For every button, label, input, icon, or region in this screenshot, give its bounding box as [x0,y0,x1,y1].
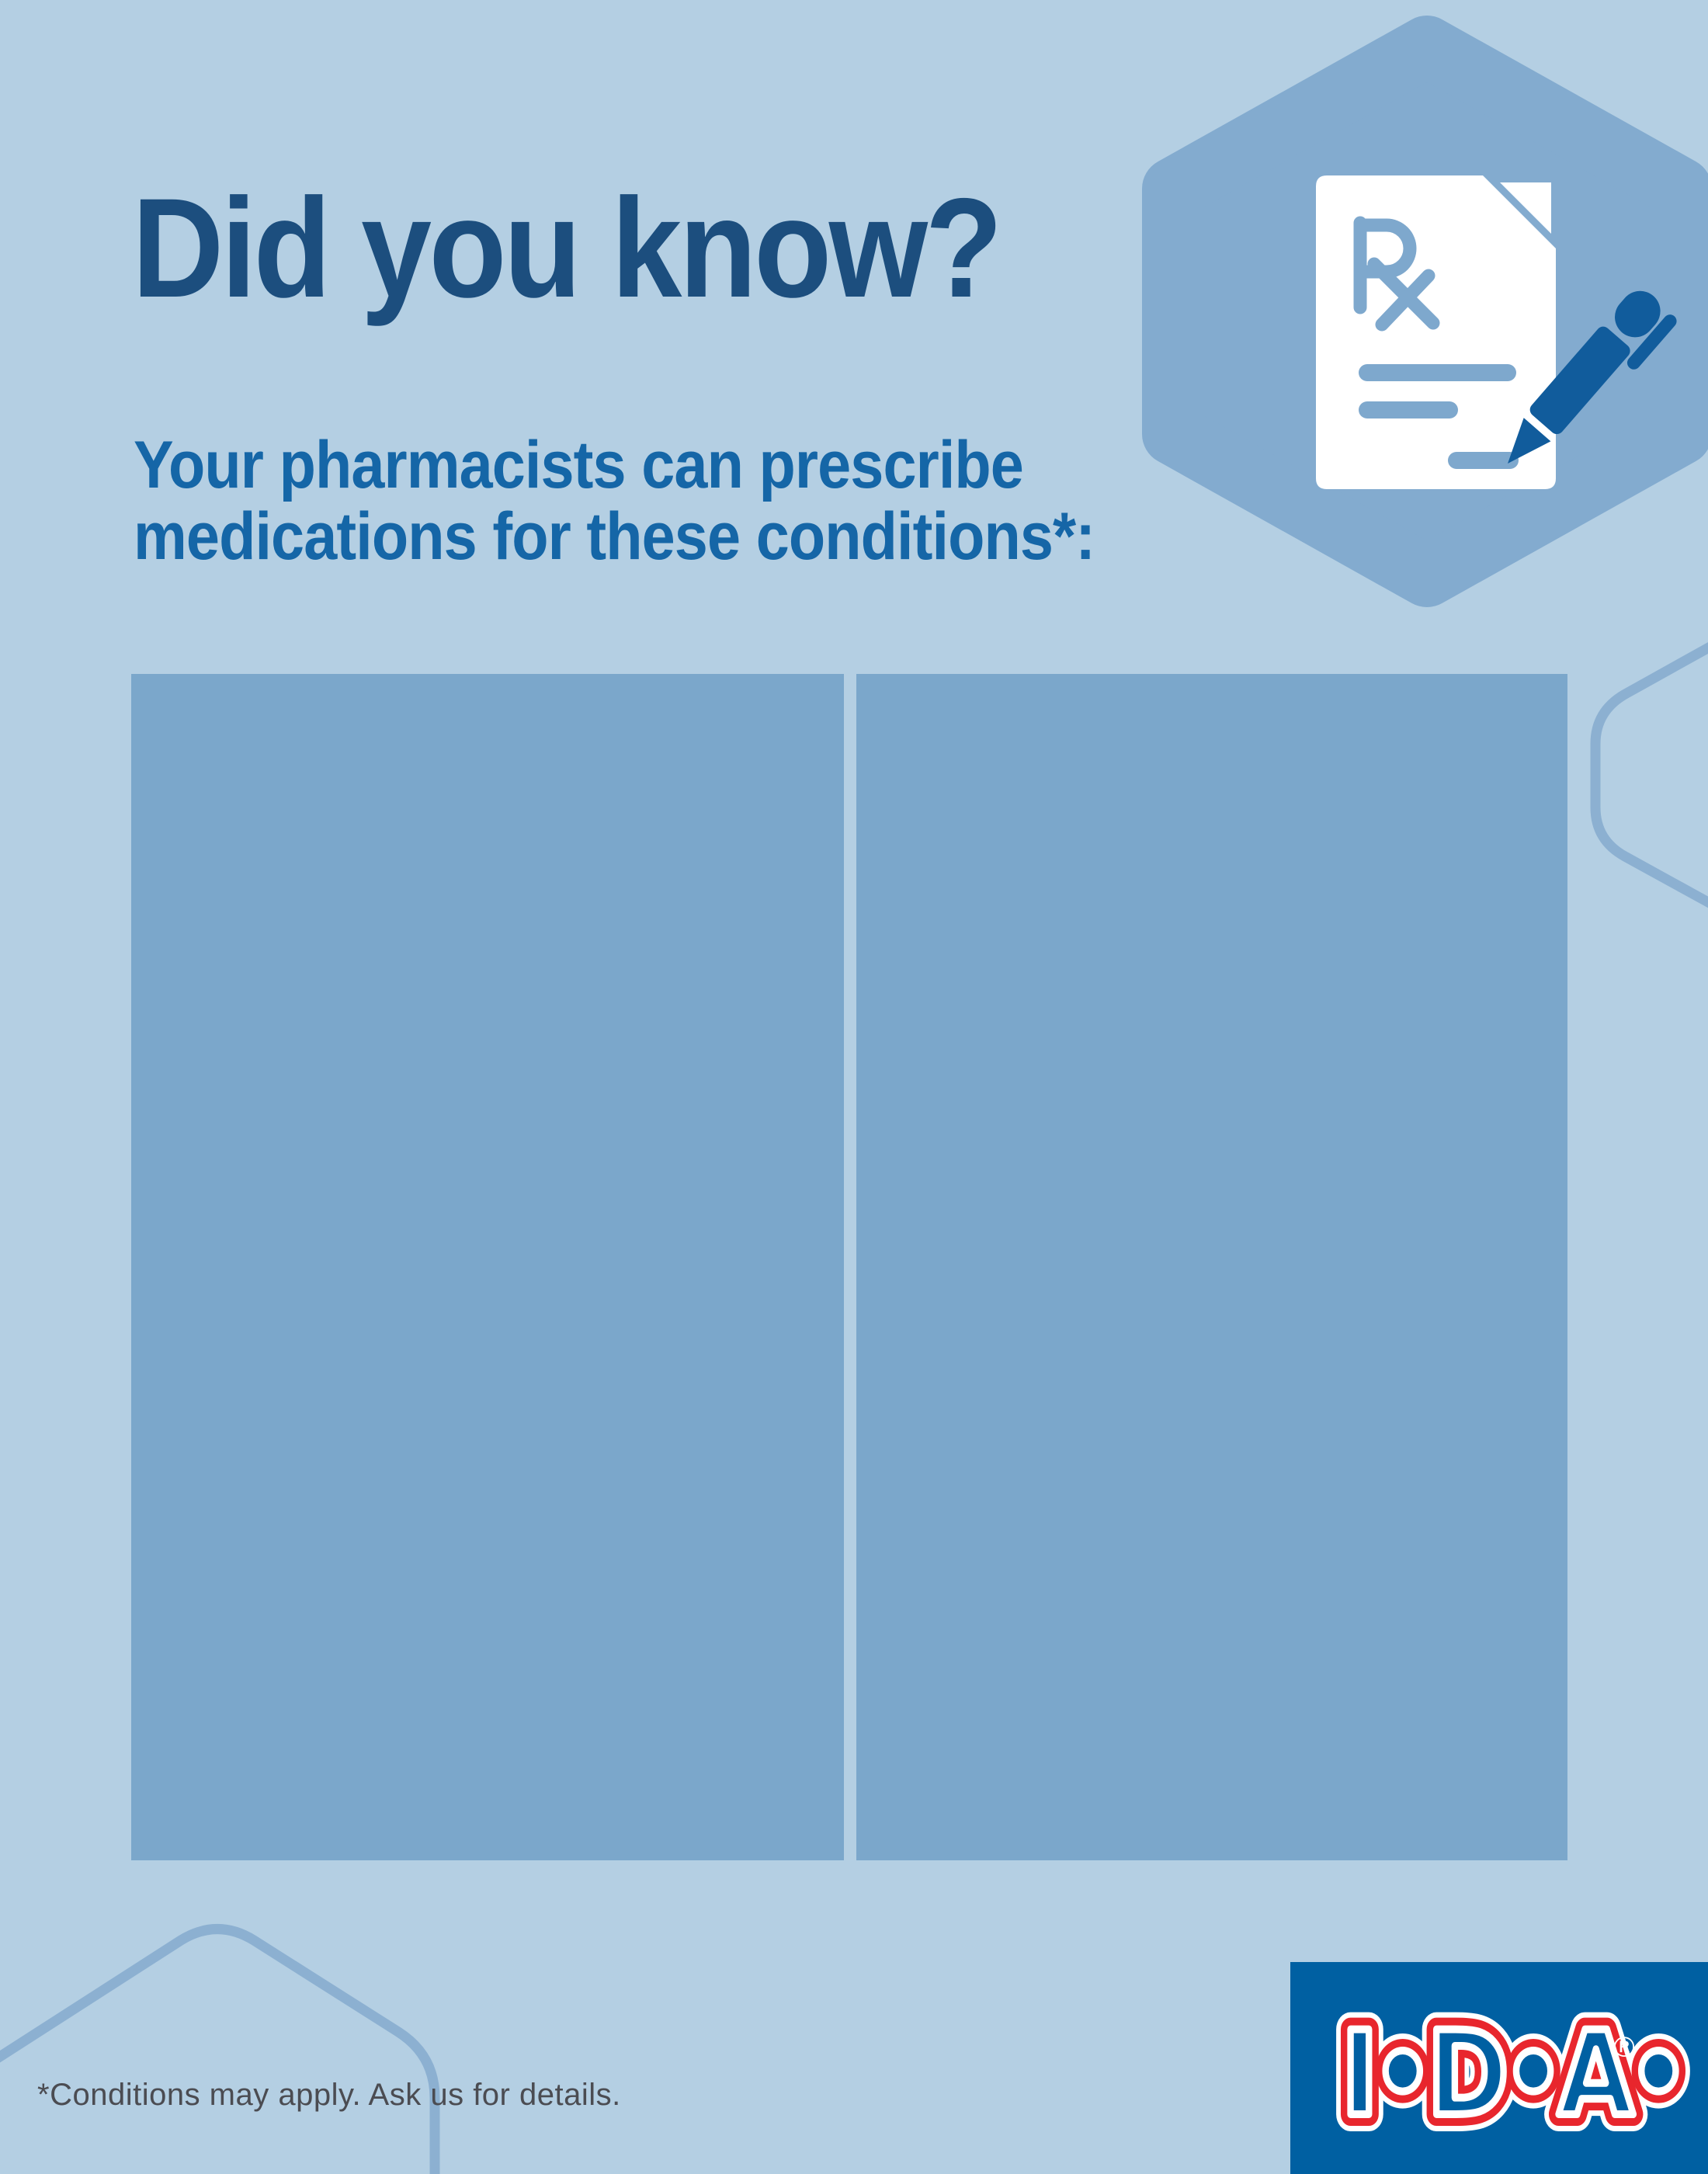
hexagon-outline-right [1590,642,1708,908]
content-panel-left [131,674,844,1860]
ida-logo-outline-outer: I•D•A• [1342,2006,1683,2141]
ida-logo-outline-red: I•D•A• [1342,2006,1683,2141]
hexagon-outline-bottom-left [0,1924,440,2174]
footer-disclaimer: *Conditions may apply. Ask us for detail… [37,2078,621,2112]
registered-mark: ® [1610,2032,1638,2064]
pen-icon [1508,290,1677,464]
page-title: Did you know? [132,168,1003,327]
content-panel-right [856,674,1567,1860]
rx-document-icon [1316,175,1677,489]
subtitle-line-2: medications for these conditions*: [134,499,1095,574]
subtitle: Your pharmacists can prescribe medicatio… [134,429,1095,572]
folded-corner [1500,182,1551,234]
rx-symbol [1353,216,1440,332]
ida-logo-letters: I•D•A• [1342,2006,1683,2141]
document-lines [1359,364,1519,469]
subtitle-line-1: Your pharmacists can prescribe [134,428,1024,502]
ida-logo-box: I•D•A• I•D•A• I•D•A• ® [1290,1962,1708,2174]
ida-logo: I•D•A• I•D•A• I•D•A• ® [1326,1990,1706,2158]
